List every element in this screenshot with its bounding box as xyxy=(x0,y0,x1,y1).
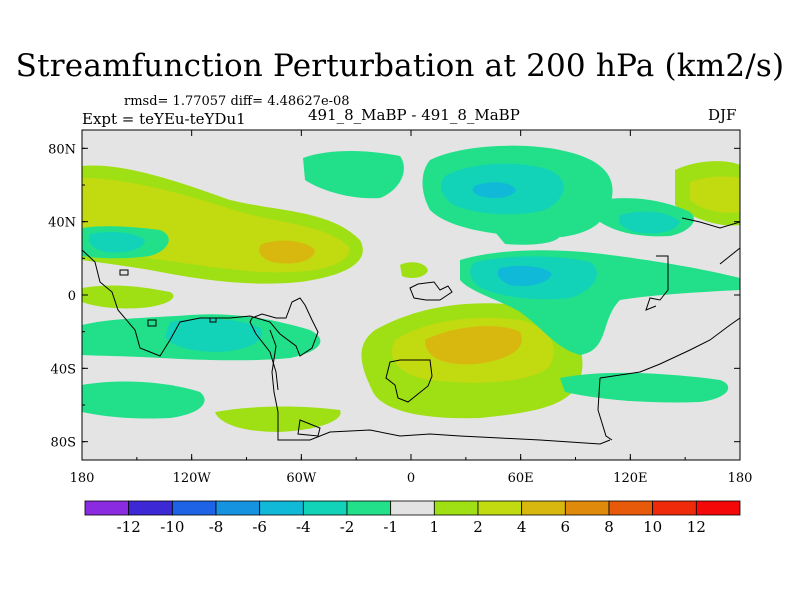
colorbar-swatch xyxy=(84,500,130,516)
colorbar-swatch xyxy=(564,500,610,516)
colorbar-swatch xyxy=(521,500,566,516)
colorbar-label: 1 xyxy=(430,518,440,536)
contour-neg-7 xyxy=(495,229,560,245)
colorbar-label: 4 xyxy=(517,518,527,536)
contour-neg2-3 xyxy=(165,318,262,352)
coastline-south-america xyxy=(249,321,321,437)
coastline-africa xyxy=(385,359,433,403)
colorbar-label: -8 xyxy=(209,518,224,536)
colorbar-label: 10 xyxy=(643,518,662,536)
contour-neg4-1 xyxy=(472,182,516,198)
x-tick-label: 180 xyxy=(728,471,753,486)
y-tick-label: 40N xyxy=(48,216,76,231)
colorbar-label: -4 xyxy=(296,518,311,536)
season-label: DJF xyxy=(708,106,737,124)
coastline-africa-north xyxy=(409,281,453,301)
x-axis: 180 120W 60W 0 60E 120E 180 xyxy=(70,130,753,486)
contour-pos4-2 xyxy=(425,326,522,365)
contour-fill-layer xyxy=(82,145,740,432)
colorbar-swatch xyxy=(215,500,261,516)
experiment-label: Expt = teYEu-teYDu1 xyxy=(82,110,246,128)
x-tick-label: 60E xyxy=(508,471,534,486)
contour-neg2-4 xyxy=(88,232,145,253)
coastline-layer xyxy=(82,217,740,445)
x-tick-label: 180 xyxy=(70,471,95,486)
colorbar-swatch xyxy=(302,500,348,516)
colorbar: -12 -10 -8 -6 -4 -2 -1 1 2 4 6 8 10 12 xyxy=(84,500,741,536)
colorbar-swatch xyxy=(390,500,435,516)
colorbar-swatch xyxy=(259,500,304,516)
contour-pos2-3 xyxy=(690,176,740,213)
contour-neg2-5 xyxy=(618,211,680,234)
colorbar-label: 2 xyxy=(473,518,483,536)
colorbar-swatch xyxy=(346,500,392,516)
colorbar-swatch xyxy=(477,500,523,516)
rmsd-text: rmsd= 1.77057 diff= 4.48627e-08 xyxy=(124,94,350,109)
colorbar-label: 8 xyxy=(604,518,614,536)
colorbar-swatch xyxy=(433,500,479,516)
x-tick-label: 120E xyxy=(613,471,647,486)
plot-title: Streamfunction Perturbation at 200 hPa (… xyxy=(15,48,785,84)
x-tick-label: 0 xyxy=(407,471,415,486)
contour-pos4-1 xyxy=(259,240,315,264)
contour-neg-5 xyxy=(82,381,205,419)
coastline-asia-east xyxy=(645,217,740,311)
y-tick-label: 0 xyxy=(68,289,76,304)
coastline-antarctica xyxy=(296,429,611,445)
coastline-americas xyxy=(82,249,319,441)
contour-neg-6 xyxy=(303,151,404,199)
contour-neg4-2 xyxy=(497,266,552,286)
colorbar-swatch xyxy=(128,500,173,516)
colorbar-swatch xyxy=(695,500,741,516)
colorbar-swatch xyxy=(652,500,697,516)
contour-pos-6 xyxy=(400,262,428,278)
coastline-misc xyxy=(119,269,217,327)
x-tick-label: 120W xyxy=(173,471,212,486)
y-axis: 80N 40N 0 40S 80S xyxy=(48,142,740,451)
y-tick-label: 80S xyxy=(51,436,76,451)
colorbar-label: -12 xyxy=(117,518,141,536)
y-tick-label: 80N xyxy=(48,142,76,157)
coastline-australia xyxy=(597,317,740,441)
colorbar-label: 6 xyxy=(561,518,571,536)
contour-pos-3 xyxy=(82,285,174,309)
colorbar-swatch xyxy=(608,500,654,516)
colorbar-swatch xyxy=(171,500,217,516)
colorbar-label: -2 xyxy=(340,518,355,536)
colorbar-label: 12 xyxy=(687,518,706,536)
colorbar-label: -6 xyxy=(252,518,267,536)
contour-neg-9 xyxy=(560,372,729,403)
colorbar-label: -1 xyxy=(383,518,398,536)
x-tick-label: 60W xyxy=(286,471,317,486)
y-tick-label: 40S xyxy=(51,362,76,377)
colorbar-label: -10 xyxy=(160,518,184,536)
case-label: 491_8_MaBP - 491_8_MaBP xyxy=(308,106,520,124)
